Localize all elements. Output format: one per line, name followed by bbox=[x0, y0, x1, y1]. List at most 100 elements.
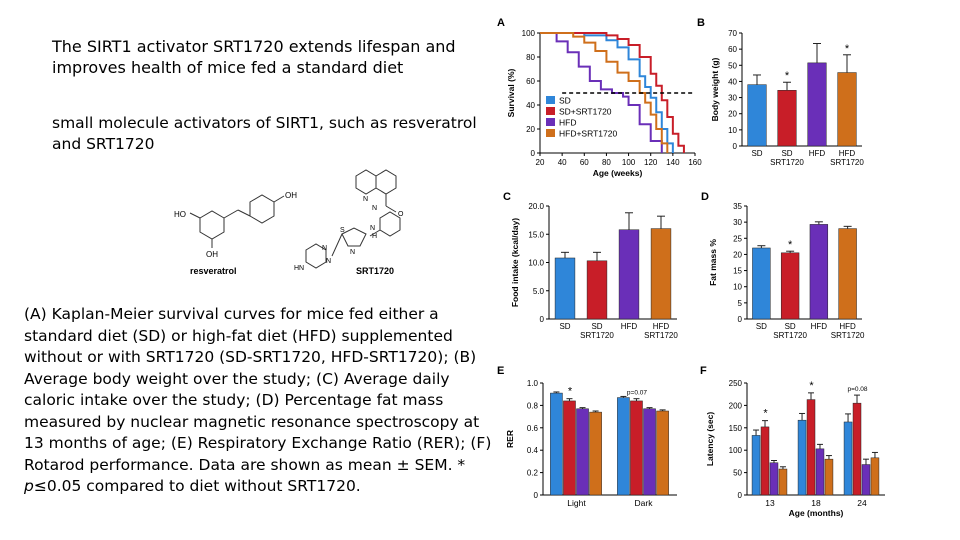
y-tick-label-D: 15 bbox=[733, 267, 742, 276]
bar-E-0-2 bbox=[576, 408, 589, 496]
bar-E-0-3 bbox=[589, 411, 602, 496]
y-tick-label-C: 20.0 bbox=[528, 202, 544, 211]
srt1720-atom-n3: N bbox=[370, 225, 375, 232]
y-tick-label-E: 1.0 bbox=[527, 379, 539, 388]
annotation-E-0: * bbox=[568, 386, 573, 398]
srt1720-atom-n6: N bbox=[322, 245, 327, 252]
annotation-E-1: p=0.07 bbox=[627, 390, 647, 397]
bar-D-1 bbox=[780, 252, 800, 320]
y-tick-label-A: 0 bbox=[531, 149, 536, 158]
y-tick-label-B: 10 bbox=[728, 126, 737, 135]
srt1720-atom-h: H bbox=[372, 233, 377, 240]
caption-p-symbol: p bbox=[24, 477, 34, 495]
x-tick-label-D-3: HFD bbox=[839, 322, 856, 331]
bar-F-0-2 bbox=[769, 462, 779, 496]
bar-F-2-2 bbox=[861, 464, 871, 496]
y-tick-label-D: 0 bbox=[738, 315, 743, 324]
legend-swatch-0 bbox=[546, 96, 555, 104]
resveratrol-structure bbox=[189, 194, 285, 248]
x-tick-label-C-3: HFD bbox=[653, 322, 670, 331]
resveratrol-label-oh-bottom: OH bbox=[206, 250, 218, 259]
x-tick-label-D-2: HFD bbox=[811, 322, 828, 331]
panel-label-C: C bbox=[503, 191, 511, 203]
bar-F-2-1 bbox=[852, 402, 862, 496]
survival-curve-hfd bbox=[540, 32, 663, 153]
bar-E-0-1 bbox=[563, 400, 576, 496]
legend-swatch-2 bbox=[546, 118, 555, 126]
x-tick-sublabel-C-3: SRT1720 bbox=[644, 331, 678, 340]
x-tick-label-C-2: HFD bbox=[621, 322, 638, 331]
y-tick-label-B: 70 bbox=[728, 29, 737, 38]
y-tick-label-A: 100 bbox=[522, 29, 536, 38]
bar-D-3 bbox=[838, 228, 857, 320]
x-tick-label-B-1: SD bbox=[781, 149, 792, 158]
y-tick-label-E: 0 bbox=[534, 491, 539, 500]
y-tick-label-D: 10 bbox=[733, 283, 742, 292]
y-tick-label-B: 30 bbox=[728, 94, 737, 103]
y-tick-label-E: 0.8 bbox=[527, 401, 539, 410]
bar-F-1-0 bbox=[797, 419, 807, 496]
bar-D-2 bbox=[809, 224, 829, 320]
bar-F-0-1 bbox=[760, 426, 770, 496]
x-tick-label-D-1: SD bbox=[785, 322, 796, 331]
x-tick-sublabel-D-3: SRT1720 bbox=[831, 331, 865, 340]
bar-E-0-0 bbox=[550, 392, 563, 496]
caption-tail: ≤0.05 compared to diet without SRT1720. bbox=[33, 477, 361, 495]
resveratrol-label-ho: HO bbox=[174, 210, 186, 219]
y-tick-label-C: 0 bbox=[540, 315, 545, 324]
chemical-structures: HO OH OH resveratrol N N O N H S N N HN … bbox=[174, 169, 404, 276]
srt1720-structure bbox=[305, 169, 401, 269]
x-tick-label-F-1: 18 bbox=[811, 498, 821, 508]
y-axis-title-D: Fat mass % bbox=[708, 239, 718, 286]
significance-B-1: * bbox=[785, 70, 790, 82]
x-axis-title-A: Age (weeks) bbox=[593, 168, 643, 178]
x-tick-sublabel-D-1: SRT1720 bbox=[773, 331, 807, 340]
srt1720-atom-n5: N bbox=[326, 258, 331, 265]
x-tick-label-A: 20 bbox=[536, 158, 545, 167]
bar-F-1-2 bbox=[815, 448, 825, 496]
bar-B-1 bbox=[777, 90, 797, 147]
y-tick-label-A: 80 bbox=[526, 53, 535, 62]
x-tick-sublabel-C-1: SRT1720 bbox=[580, 331, 614, 340]
x-tick-label-E-0: Light bbox=[567, 498, 586, 508]
y-tick-label-F: 250 bbox=[729, 379, 743, 388]
x-tick-label-B-0: SD bbox=[751, 149, 762, 158]
legend-swatch-3 bbox=[546, 129, 555, 137]
panel-label-F: F bbox=[700, 365, 707, 377]
y-tick-label-D: 5 bbox=[738, 299, 743, 308]
bar-F-2-3 bbox=[870, 457, 880, 496]
legend-label-2: HFD bbox=[559, 118, 576, 128]
srt1720-atom-o: O bbox=[398, 211, 404, 218]
legend-label-1: SD+SRT1720 bbox=[559, 107, 612, 117]
survival-curve-hfd-srt1720 bbox=[540, 32, 669, 153]
legend-label-3: HFD+SRT1720 bbox=[559, 129, 617, 139]
y-tick-label-C: 5.0 bbox=[533, 287, 545, 296]
x-tick-label-A: 140 bbox=[666, 158, 680, 167]
x-tick-label-A: 40 bbox=[558, 158, 567, 167]
x-tick-label-A: 120 bbox=[644, 158, 658, 167]
srt1720-atom-n4: N bbox=[350, 249, 355, 256]
bar-F-1-3 bbox=[824, 458, 834, 496]
y-tick-label-F: 100 bbox=[729, 446, 743, 455]
annotation-F-2: p=0.08 bbox=[847, 386, 867, 393]
bar-C-1 bbox=[586, 260, 608, 320]
panel-label-E: E bbox=[497, 365, 504, 377]
y-tick-label-F: 150 bbox=[729, 424, 743, 433]
y-tick-label-D: 30 bbox=[733, 218, 742, 227]
bar-B-2 bbox=[807, 62, 827, 147]
y-tick-label-D: 25 bbox=[733, 234, 742, 243]
figure-caption: (A) Kaplan-Meier survival curves for mic… bbox=[24, 304, 494, 498]
x-tick-label-D-0: SD bbox=[756, 322, 767, 331]
srt1720-atom-hn: HN bbox=[294, 265, 304, 272]
resveratrol-label-oh-top: OH bbox=[285, 191, 297, 200]
bar-E-1-2 bbox=[643, 408, 656, 496]
legend-label-0: SD bbox=[559, 96, 571, 106]
x-tick-label-E-1: Dark bbox=[635, 498, 654, 508]
y-tick-label-B: 40 bbox=[728, 77, 737, 86]
bar-F-1-1 bbox=[806, 399, 816, 496]
y-tick-label-D: 20 bbox=[733, 250, 742, 259]
panel-label-D: D bbox=[701, 191, 709, 203]
srt1720-atom-n2: N bbox=[372, 205, 377, 212]
y-axis-title-B: Body weight (g) bbox=[710, 57, 720, 121]
